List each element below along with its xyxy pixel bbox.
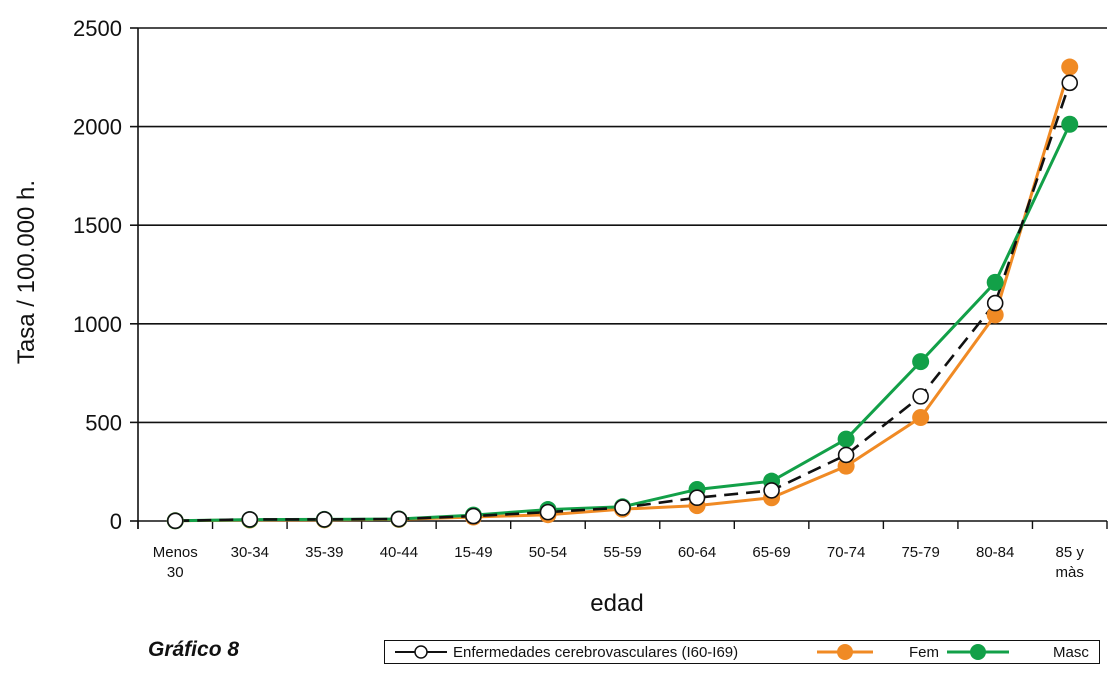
point-enfermedades-cerebrovasculares-i60-i69--3 <box>390 510 408 528</box>
point-masc-12 <box>1061 115 1079 133</box>
legend-swatch-cerebrovascular <box>395 645 447 659</box>
y-tick-label: 1000 <box>73 312 122 337</box>
x-tick-label: Menos 30 <box>153 544 198 581</box>
point-enfermedades-cerebrovasculares-i60-i69--6 <box>614 499 631 516</box>
x-tick-label-line: 70-74 <box>827 544 865 561</box>
data-series <box>166 58 1079 530</box>
x-tick-label: 50-54 <box>529 544 567 561</box>
series-line-masc <box>175 123 1072 523</box>
point-fem-12 <box>1061 58 1079 76</box>
x-axis-ticks: Menos 30 30-34 35-39 40-44 15-49 50-54 55-59 60-… <box>137 521 1108 581</box>
point-enfermedades-cerebrovasculares-i60-i69--4 <box>465 507 482 525</box>
x-tick-label-line: 30-34 <box>231 544 269 561</box>
x-tick-label-line: 75-79 <box>901 544 939 561</box>
chart-caption: Gráfico 8 <box>148 638 240 661</box>
x-tick-label: 60-64 <box>678 544 716 561</box>
point-fem-11 <box>986 306 1004 324</box>
x-tick-label-line: 35-39 <box>305 544 343 561</box>
point-enfermedades-cerebrovasculares-i60-i69--12 <box>1061 74 1079 92</box>
point-masc-11 <box>986 273 1004 291</box>
point-enfermedades-cerebrovasculares-i60-i69--2 <box>316 511 333 528</box>
point-enfermedades-cerebrovasculares-i60-i69--5 <box>539 503 557 521</box>
y-axis-ticks: 0 500 1000 1500 2000 2500 <box>73 16 138 534</box>
x-tick-label-line: 55-59 <box>603 544 641 561</box>
x-tick-label: 80-84 <box>976 544 1014 561</box>
x-tick-label-line: 80-84 <box>976 544 1014 561</box>
x-tick-label: 85 y màs <box>1056 544 1085 581</box>
legend-swatch-masc <box>947 644 1009 660</box>
legend: Enfermedades cerebrovasculares (I60-I69)… <box>384 640 1100 664</box>
point-enfermedades-cerebrovasculares-i60-i69--11 <box>986 294 1004 312</box>
legend-item-fem: Fem <box>815 641 939 663</box>
point-masc-9 <box>837 430 855 448</box>
point-enfermedades-cerebrovasculares-i60-i69--0 <box>166 512 184 530</box>
x-tick-label: 40-44 <box>380 544 418 561</box>
x-tick-label: 15-49 <box>454 544 492 561</box>
x-tick-label-line: 15-49 <box>454 544 492 561</box>
x-tick-label-line: Menos <box>153 544 198 561</box>
x-axis-label: edad <box>590 590 643 617</box>
point-enfermedades-cerebrovasculares-i60-i69--9 <box>837 446 855 464</box>
x-tick-label-line: 85 y <box>1056 544 1085 561</box>
series-line-fem <box>175 66 1072 523</box>
x-tick-label-line: 60-64 <box>678 544 716 561</box>
x-tick-label: 35-39 <box>305 544 343 561</box>
x-tick-label: 70-74 <box>827 544 865 561</box>
y-axis-label: Tasa / 100.000 h. <box>13 180 40 364</box>
legend-label-fem: Fem <box>909 643 939 661</box>
legend-item-masc: Masc <box>945 641 1089 663</box>
point-enfermedades-cerebrovasculares-i60-i69--8 <box>763 482 780 499</box>
y-tick-label: 500 <box>85 410 122 435</box>
grid-lines <box>137 27 1107 529</box>
x-tick-label: 30-34 <box>231 544 269 561</box>
x-tick-label: 55-59 <box>603 544 641 561</box>
point-masc-10 <box>912 353 930 371</box>
point-fem-10 <box>912 408 930 426</box>
y-tick-label: 1500 <box>73 213 122 238</box>
x-tick-label-line: màs <box>1056 564 1084 581</box>
point-enfermedades-cerebrovasculares-i60-i69--10 <box>912 388 929 405</box>
y-tick-label: 0 <box>110 509 122 534</box>
point-enfermedades-cerebrovasculares-i60-i69--1 <box>241 511 259 528</box>
point-enfermedades-cerebrovasculares-i60-i69--7 <box>688 489 706 507</box>
x-tick-label: 65-69 <box>752 544 790 561</box>
series-line-enfermedades-cerebrovasculares-i60-i69- <box>175 82 1071 523</box>
x-tick-label-line: 40-44 <box>380 544 418 561</box>
x-tick-label-line: 30 <box>167 564 184 581</box>
x-tick-label: 75-79 <box>901 544 939 561</box>
x-tick-label-line: 65-69 <box>752 544 790 561</box>
legend-swatch-fem <box>817 644 873 660</box>
y-tick-label: 2000 <box>73 115 122 140</box>
y-tick-label: 2500 <box>73 16 122 41</box>
legend-label-cerebrovascular: Enfermedades cerebrovasculares (I60-I69) <box>453 643 739 661</box>
legend-item-cerebrovascular: Enfermedades cerebrovasculares (I60-I69) <box>393 641 738 663</box>
legend-label-masc: Masc <box>1053 643 1089 661</box>
x-tick-label-line: 50-54 <box>529 544 567 561</box>
